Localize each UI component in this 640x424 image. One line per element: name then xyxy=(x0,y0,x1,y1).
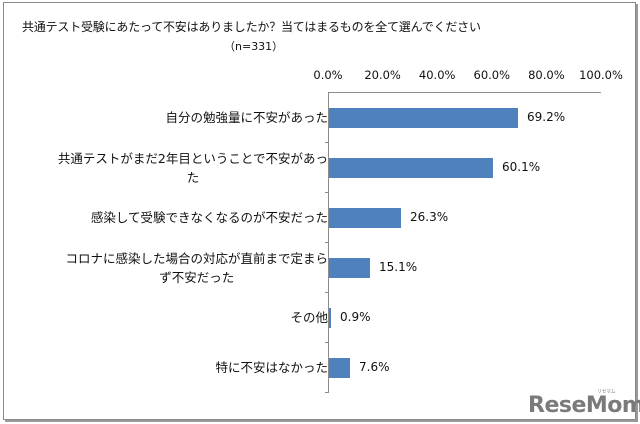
category-tick xyxy=(325,292,329,293)
category-label-line1: その他 xyxy=(290,310,328,325)
category-label: その他 xyxy=(290,308,328,327)
category-tick xyxy=(325,192,329,193)
category-label-line2: ず不安だった xyxy=(159,270,235,285)
resemom-logo: ReseMom リセマム xyxy=(528,389,640,418)
category-label-line1: コロナに感染した場合の対応が直前まで定まら xyxy=(65,251,328,266)
category-label-line2: た xyxy=(186,170,200,185)
data-label: 15.1% xyxy=(379,260,418,274)
chart-subtitle: （n=331） xyxy=(224,40,284,53)
chart-title: 共通テスト受験にあたって不安はありましたか？当てはまるものを全て選んでください xyxy=(22,20,481,34)
bar xyxy=(329,158,493,178)
x-tick-label: 100.0% xyxy=(579,68,623,82)
data-label: 7.6% xyxy=(359,360,390,374)
category-label-line1: 共通テストがまだ2年目ということで不安があっ xyxy=(57,151,328,166)
data-label: 0.9% xyxy=(340,310,371,324)
category-tick xyxy=(325,392,329,393)
bar xyxy=(329,258,370,278)
category-tick xyxy=(325,242,329,243)
data-label: 60.1% xyxy=(502,160,541,174)
x-tick-label: 60.0% xyxy=(473,68,511,82)
chart-frame xyxy=(3,2,636,420)
category-tick xyxy=(325,342,329,343)
x-tick-label: 20.0% xyxy=(364,68,401,82)
data-label: 69.2% xyxy=(527,110,566,124)
category-label-line1: 自分の勉強量に不安があった xyxy=(165,110,328,125)
bar xyxy=(329,308,331,328)
category-label-line1: 感染して受験できなくなるのが不安だった xyxy=(90,210,328,225)
logo-text: ReseMom xyxy=(528,393,640,418)
category-label: コロナに感染した場合の対応が直前まで定まら ず不安だった xyxy=(65,249,328,287)
x-axis-line xyxy=(328,92,601,93)
bar xyxy=(329,108,518,128)
data-label: 26.3% xyxy=(410,210,449,224)
category-label: 特に不安はなかった xyxy=(215,358,328,377)
x-tick-label: 40.0% xyxy=(418,68,456,82)
x-tick-label: 0.0% xyxy=(313,68,343,82)
category-label: 感染して受験できなくなるのが不安だった xyxy=(91,208,328,227)
x-tick-label: 80.0% xyxy=(528,68,565,82)
bar xyxy=(329,208,401,228)
logo-ruby: リセマム xyxy=(597,389,616,395)
category-tick xyxy=(325,142,329,143)
category-label: 自分の勉強量に不安があった xyxy=(165,108,328,127)
bar xyxy=(329,358,350,378)
category-label-line1: 特に不安はなかった xyxy=(215,360,328,375)
category-label: 共通テストがまだ2年目ということで不安があった xyxy=(58,149,328,187)
